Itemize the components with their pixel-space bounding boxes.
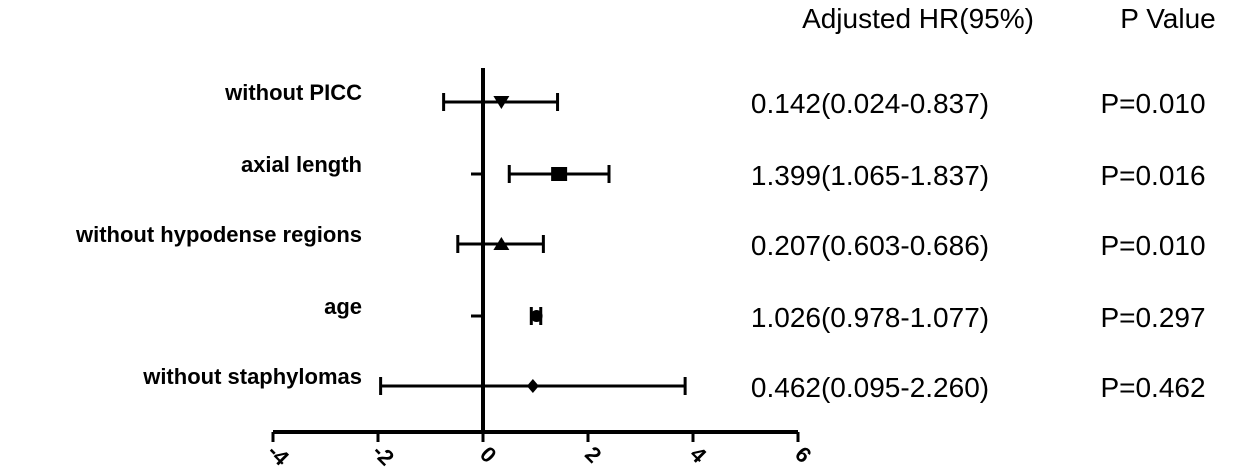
p-value: P=0.297	[1100, 302, 1205, 333]
estimate-marker	[530, 310, 543, 322]
row-label: without hypodense regions	[75, 222, 362, 247]
x-tick-label: 4	[685, 442, 712, 469]
x-tick-label: 6	[790, 442, 816, 468]
header-adjusted-hr: Adjusted HR(95%)	[802, 3, 1034, 34]
hr-value: 0.462(0.095-2.260)	[751, 372, 989, 403]
header-p-value: P Value	[1120, 3, 1215, 34]
row-label: age	[324, 294, 362, 319]
estimate-marker	[493, 237, 510, 250]
p-value: P=0.010	[1100, 230, 1205, 261]
x-tick-label: 0	[475, 442, 501, 468]
p-value: P=0.010	[1100, 88, 1205, 119]
x-tick-label: 2	[580, 442, 606, 468]
x-tick-label: -2	[368, 439, 400, 471]
estimate-marker	[493, 96, 510, 109]
hr-value: 0.207(0.603-0.686)	[751, 230, 989, 261]
row-label: without staphylomas	[142, 364, 362, 389]
hr-value: 1.399(1.065-1.837)	[751, 160, 989, 191]
p-value: P=0.016	[1100, 160, 1205, 191]
x-tick-label: -4	[263, 439, 295, 471]
hr-value: 0.142(0.024-0.837)	[751, 88, 989, 119]
estimate-marker	[551, 167, 568, 181]
estimate-marker	[526, 379, 539, 393]
row-label: axial length	[241, 152, 362, 177]
hr-value: 1.026(0.978-1.077)	[751, 302, 989, 333]
p-value: P=0.462	[1100, 372, 1205, 403]
row-label: without PICC	[224, 80, 362, 105]
